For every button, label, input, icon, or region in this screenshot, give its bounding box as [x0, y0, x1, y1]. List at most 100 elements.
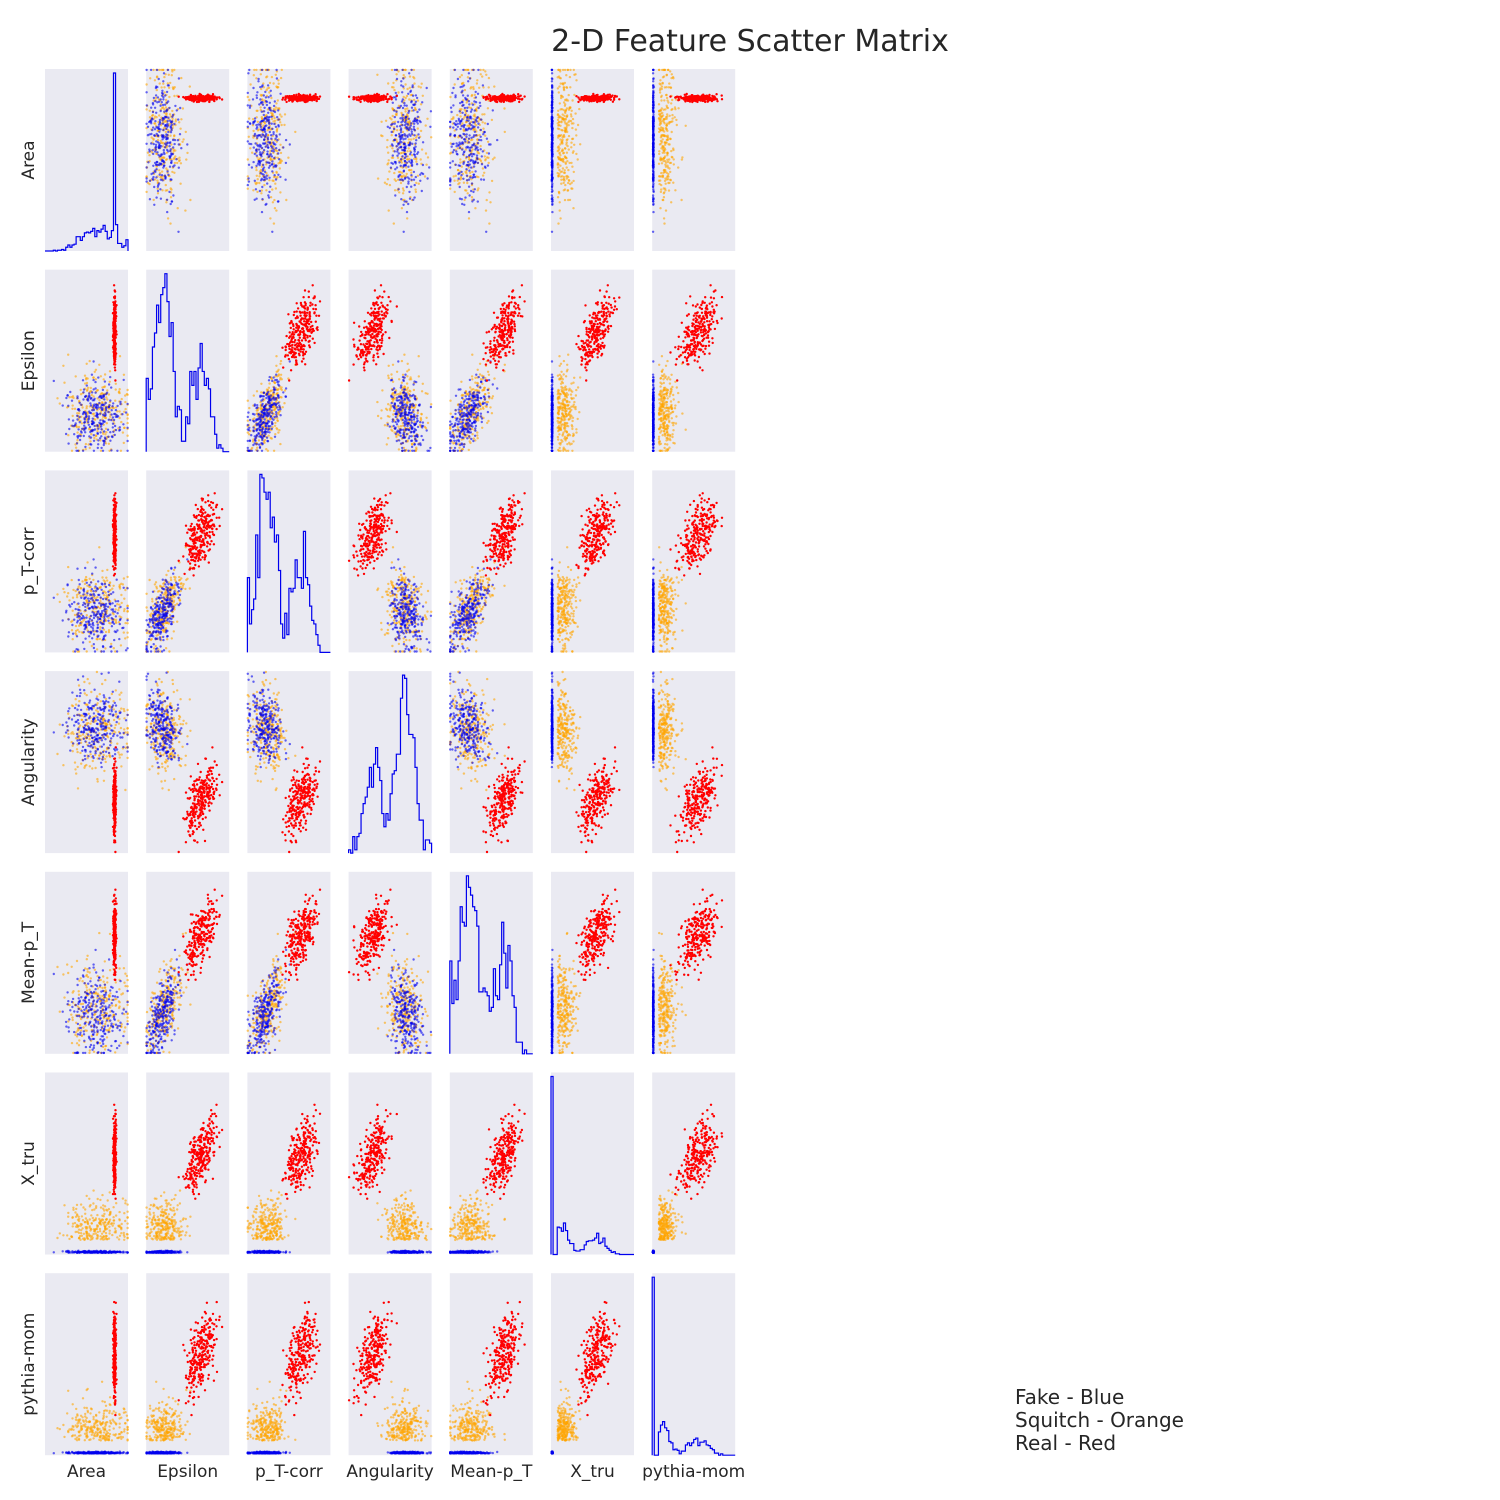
point-fake [401, 68, 404, 72]
point-fake [153, 185, 156, 189]
point-real [499, 94, 503, 97]
point-fake [268, 176, 271, 179]
point-fake [461, 202, 464, 206]
point-squitch [564, 111, 567, 115]
point-real [210, 97, 213, 100]
point-squitch [559, 217, 562, 220]
point-fake [416, 110, 419, 114]
point-fake [651, 185, 655, 189]
point-fake [172, 146, 175, 149]
point-fake [255, 94, 258, 97]
point-squitch [484, 70, 487, 73]
point-fake [155, 126, 158, 129]
point-squitch [557, 134, 560, 138]
point-fake [393, 68, 397, 72]
point-squitch [74, 375, 77, 378]
point-fake [158, 118, 162, 122]
point-squitch [664, 163, 667, 166]
point-squitch [665, 93, 668, 97]
point-squitch [662, 217, 666, 220]
point-fake [463, 123, 466, 127]
point-fake [264, 100, 268, 103]
point-fake [259, 121, 262, 124]
point-squitch [487, 86, 490, 89]
point-real [361, 96, 364, 100]
point-squitch [659, 158, 662, 161]
point-squitch [664, 177, 667, 180]
point-fake [486, 122, 489, 126]
point-fake [160, 94, 164, 97]
point-fake [273, 156, 276, 160]
point-fake [148, 198, 152, 201]
point-squitch [672, 147, 675, 150]
point-squitch [478, 86, 481, 90]
point-fake [460, 170, 463, 174]
point-squitch [667, 181, 670, 185]
point-fake [452, 149, 456, 152]
point-fake [474, 118, 477, 122]
point-fake [266, 150, 269, 153]
point-squitch [159, 158, 162, 161]
point-squitch [169, 222, 172, 225]
point-fake [168, 145, 171, 148]
chart-title: 2-D Feature Scatter Matrix [0, 24, 1500, 59]
point-squitch [570, 141, 573, 144]
point-squitch [270, 96, 273, 100]
panel-Epsilon-vs-Area [45, 269, 129, 452]
point-squitch [126, 388, 129, 392]
point-fake [475, 147, 478, 150]
point-squitch [105, 431, 108, 434]
point-squitch [478, 158, 482, 161]
point-squitch [68, 396, 71, 399]
point-squitch [58, 402, 61, 405]
point-squitch [671, 98, 674, 102]
point-squitch [71, 414, 74, 418]
point-fake [476, 148, 480, 152]
point-fake [262, 158, 265, 162]
point-squitch [168, 113, 172, 116]
point-squitch [460, 74, 463, 77]
point-squitch [666, 115, 669, 118]
point-squitch [558, 151, 561, 154]
point-squitch [271, 201, 275, 204]
point-squitch [556, 162, 560, 165]
point-fake [421, 172, 425, 176]
point-squitch [658, 152, 661, 156]
point-squitch [665, 104, 668, 108]
point-squitch [414, 190, 418, 194]
point-squitch [449, 95, 452, 99]
point-squitch [402, 74, 405, 77]
point-squitch [464, 148, 468, 151]
point-fake [452, 126, 455, 129]
point-fake [462, 68, 465, 72]
point-squitch [189, 198, 192, 202]
point-squitch [570, 109, 573, 113]
point-squitch [162, 82, 165, 85]
point-fake [389, 166, 393, 169]
point-squitch [170, 188, 173, 191]
point-squitch [562, 88, 566, 92]
point-fake [482, 178, 486, 181]
point-fake [480, 155, 483, 158]
point-squitch [173, 94, 176, 98]
point-squitch [258, 175, 261, 178]
point-real [720, 98, 724, 101]
point-fake [264, 96, 268, 99]
point-squitch [88, 359, 91, 363]
point-real [705, 94, 709, 97]
point-fake [652, 197, 655, 200]
point-real [311, 95, 314, 99]
point-squitch [248, 117, 251, 120]
point-squitch [86, 386, 90, 389]
point-fake [162, 72, 166, 75]
point-fake [152, 164, 155, 167]
point-fake [263, 135, 267, 139]
point-squitch [161, 68, 165, 72]
point-squitch [456, 113, 459, 117]
point-fake [476, 92, 480, 96]
point-squitch [665, 138, 668, 142]
point-fake [652, 77, 655, 81]
point-squitch [567, 134, 571, 138]
point-squitch [557, 145, 560, 148]
point-squitch [559, 77, 562, 80]
